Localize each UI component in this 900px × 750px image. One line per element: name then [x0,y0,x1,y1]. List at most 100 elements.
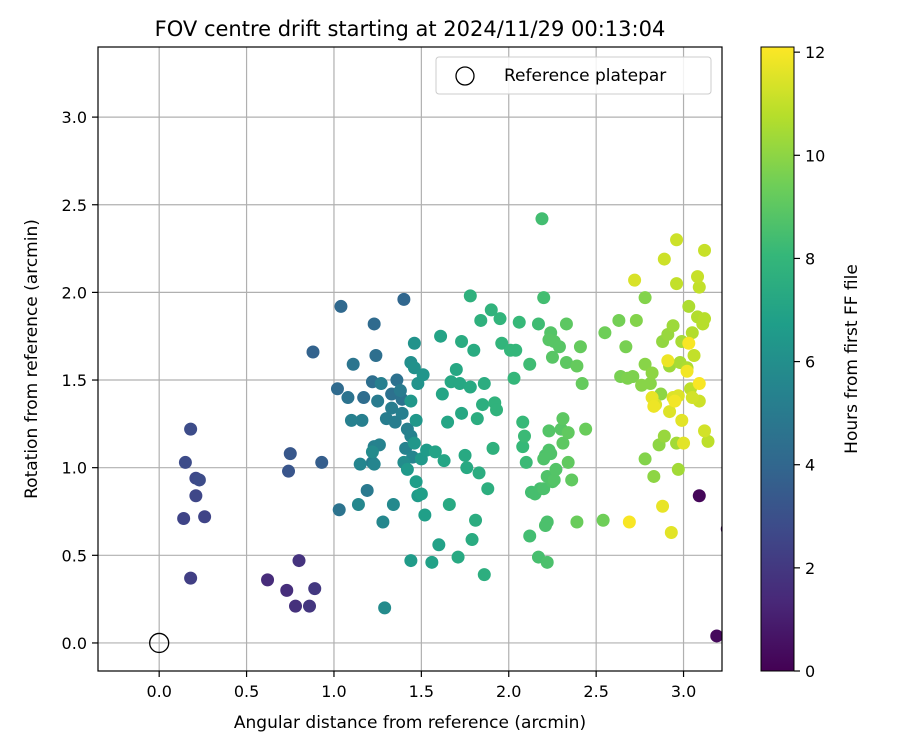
data-point [441,415,455,429]
data-point [547,473,561,487]
data-point [198,510,212,524]
data-point [315,455,329,469]
data-point [469,513,483,527]
data-point [434,329,448,343]
chart-title: FOV centre drift starting at 2024/11/29 … [155,17,666,41]
data-point [516,440,530,454]
data-point [573,340,587,354]
data-points [177,212,722,643]
data-point [685,391,699,405]
data-point [720,525,722,533]
legend-marker [455,66,475,86]
data-point [184,571,198,585]
data-point [516,415,530,429]
data-point [685,326,699,340]
data-point [442,497,456,511]
data-point [549,462,563,476]
data-point [481,482,495,496]
data-point [341,391,355,405]
data-point [409,475,423,489]
data-point [663,405,677,419]
data-point [460,461,474,475]
colorbar-tick-label: 0 [805,662,815,681]
data-point [559,356,573,370]
data-point [540,555,554,569]
data-point [537,291,551,305]
data-point [668,394,682,408]
data-point [507,371,521,385]
y-tick-label: 2.0 [62,283,87,302]
data-point [692,489,706,503]
legend-box [435,56,712,95]
data-point [670,233,684,247]
data-point [409,413,423,427]
data-point [282,464,296,478]
data-point [453,377,467,391]
data-point [472,466,486,480]
data-point [657,252,671,266]
data-point [622,515,636,529]
data-point [570,359,584,373]
data-point [407,336,421,350]
data-point [355,413,369,427]
data-point [388,415,402,429]
data-point [692,377,706,391]
data-point [484,303,498,317]
data-point [395,406,409,420]
y-tick-label: 0.0 [62,634,87,653]
data-point [537,482,551,496]
data-point [523,357,537,371]
colorbar-tick-label: 6 [805,353,815,372]
data-point [493,312,507,326]
data-point [435,387,449,401]
data-point [458,448,472,462]
data-point [367,457,381,471]
data-point [661,354,675,368]
data-point [393,384,407,398]
data-point [418,508,432,522]
data-point [675,413,689,427]
data-point [470,412,484,426]
data-point [334,299,348,313]
data-point [596,513,610,527]
data-point [682,336,696,350]
data-point [463,289,477,303]
data-point [542,333,556,347]
data-point [628,273,642,287]
data-point [178,455,192,469]
data-point [556,412,570,426]
data-point [575,377,589,391]
data-point [400,462,414,476]
data-point [687,348,701,362]
data-point [517,429,531,443]
data-point [598,326,612,340]
data-point [378,601,392,615]
data-point [374,377,388,391]
data-point [545,350,559,364]
y-tick-label: 2.5 [62,196,87,215]
data-point [677,436,691,450]
reference-marker [149,632,170,654]
data-point [407,361,421,375]
y-tick-label: 1.5 [62,371,87,390]
data-point [645,366,659,380]
data-point [386,497,400,511]
data-point [710,629,722,643]
data-point [346,357,360,371]
data-point [561,455,575,469]
data-point [404,554,418,568]
data-point [486,441,500,455]
data-point [490,403,504,417]
data-point [425,555,439,569]
data-point [477,568,491,582]
legend: Reference platepar [435,56,712,95]
x-tick-label: 2.0 [496,682,521,701]
data-point [404,394,418,408]
data-point [177,512,191,526]
colorbar-label: Hours from first FF file [842,264,862,454]
data-point [367,317,381,331]
data-point [692,280,706,294]
data-point [376,515,390,529]
reference-platepar-point [149,632,170,654]
data-point [680,364,694,378]
